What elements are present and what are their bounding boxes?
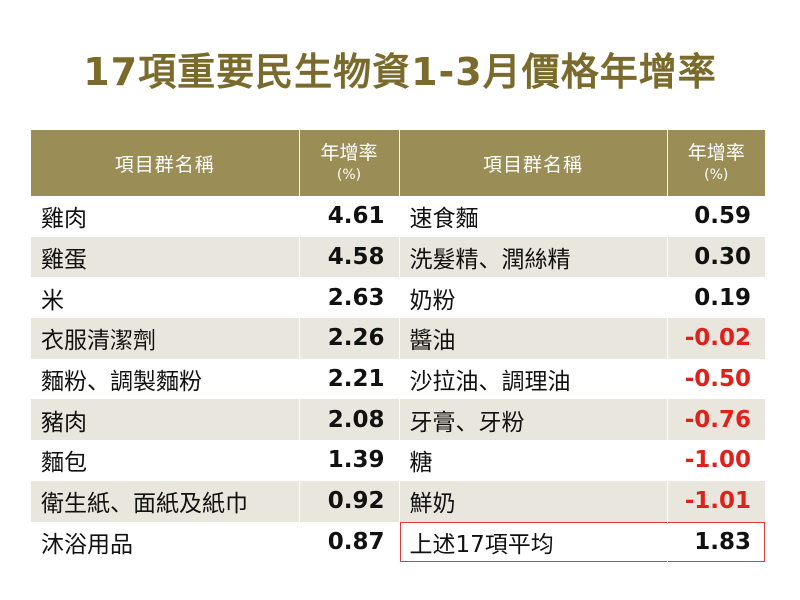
header-row: 項目群名稱 年增率 (%) 項目群名稱 年增率 (%) bbox=[31, 130, 765, 196]
header-rate-unit: (%) bbox=[336, 167, 362, 183]
table-row: 豬肉 2.08 牙膏、牙粉 -0.76 bbox=[31, 399, 765, 441]
table-row: 衣服清潔劑 2.26 醬油 -0.02 bbox=[31, 318, 765, 359]
item-name-right: 牙膏、牙粉 bbox=[399, 399, 668, 441]
header-name-left: 項目群名稱 bbox=[31, 130, 300, 196]
item-rate-left: 2.26 bbox=[299, 318, 400, 359]
item-name-right: 糖 bbox=[399, 440, 668, 481]
page-title: 17項重要民生物資1-3月價格年增率 bbox=[83, 50, 717, 94]
item-rate-right: 0.30 bbox=[667, 236, 765, 278]
item-rate-right: 0.59 bbox=[667, 196, 765, 237]
item-name-left: 豬肉 bbox=[31, 399, 300, 441]
header-name-label: 項目群名稱 bbox=[114, 153, 215, 176]
header-rate-right: 年增率 (%) bbox=[667, 130, 765, 196]
item-name-right: 沙拉油、調理油 bbox=[399, 358, 668, 400]
item-name-left: 雞蛋 bbox=[31, 236, 300, 278]
header-rate-left: 年增率 (%) bbox=[299, 130, 400, 196]
table-row: 沐浴用品 0.87 上述17項平均 1.83 bbox=[31, 521, 765, 563]
item-name-left: 衣服清潔劑 bbox=[31, 318, 300, 359]
header-name-label: 項目群名稱 bbox=[482, 153, 583, 176]
item-name-left: 雞肉 bbox=[31, 196, 300, 237]
item-name-left: 麵包 bbox=[31, 440, 300, 481]
header-rate-unit: (%) bbox=[704, 167, 729, 183]
table-row: 麵包 1.39 糖 -1.00 bbox=[31, 440, 765, 481]
item-rate-left: 2.21 bbox=[299, 358, 400, 400]
price-growth-table: 項目群名稱 年增率 (%) 項目群名稱 年增率 (%) 雞肉 4.61 速食麵 0.5… bbox=[31, 130, 765, 563]
item-name-left: 沐浴用品 bbox=[31, 521, 300, 563]
table-row: 衛生紙、面紙及紙巾 0.92 鮮奶 -1.01 bbox=[31, 480, 765, 522]
table-row: 雞肉 4.61 速食麵 0.59 bbox=[31, 196, 765, 237]
item-name-right: 速食麵 bbox=[399, 196, 668, 237]
item-name-left: 米 bbox=[31, 277, 300, 319]
item-rate-left: 4.61 bbox=[299, 196, 400, 237]
item-name-right: 洗髮精、潤絲精 bbox=[399, 236, 668, 278]
header-rate-label: 年增率 bbox=[320, 142, 378, 164]
header-rate-label: 年增率 bbox=[687, 142, 745, 164]
table-header: 項目群名稱 年增率 (%) 項目群名稱 年增率 (%) bbox=[31, 130, 765, 196]
item-rate-left: 2.08 bbox=[299, 399, 400, 441]
item-rate-left: 1.39 bbox=[299, 440, 400, 481]
item-rate-right: -1.00 bbox=[667, 440, 765, 481]
item-name-right: 奶粉 bbox=[399, 277, 668, 319]
average-label: 上述17項平均 bbox=[399, 521, 668, 563]
item-rate-left: 0.92 bbox=[299, 480, 400, 522]
table-row: 麵粉、調製麵粉 2.21 沙拉油、調理油 -0.50 bbox=[31, 358, 765, 400]
item-rate-right: -0.76 bbox=[667, 399, 765, 441]
item-name-left: 麵粉、調製麵粉 bbox=[31, 358, 300, 400]
item-rate-left: 2.63 bbox=[299, 277, 400, 319]
header-name-right: 項目群名稱 bbox=[399, 130, 668, 196]
item-name-left: 衛生紙、面紙及紙巾 bbox=[31, 480, 300, 522]
average-rate: 1.83 bbox=[667, 521, 765, 563]
item-rate-right: 0.19 bbox=[667, 277, 765, 319]
table-body: 雞肉 4.61 速食麵 0.59 雞蛋 4.58 洗髮精、潤絲精 0.30 米 2.63 奶粉 0.1… bbox=[31, 196, 765, 563]
table-row: 米 2.63 奶粉 0.19 bbox=[31, 277, 765, 319]
item-rate-right: -0.02 bbox=[667, 318, 765, 359]
item-name-right: 鮮奶 bbox=[399, 480, 668, 522]
item-rate-left: 4.58 bbox=[299, 236, 400, 278]
item-rate-right: -1.01 bbox=[667, 480, 765, 522]
item-name-right: 醬油 bbox=[399, 318, 668, 359]
item-rate-left: 0.87 bbox=[299, 521, 400, 563]
item-rate-right: -0.50 bbox=[667, 358, 765, 400]
table-row: 雞蛋 4.58 洗髮精、潤絲精 0.30 bbox=[31, 236, 765, 278]
